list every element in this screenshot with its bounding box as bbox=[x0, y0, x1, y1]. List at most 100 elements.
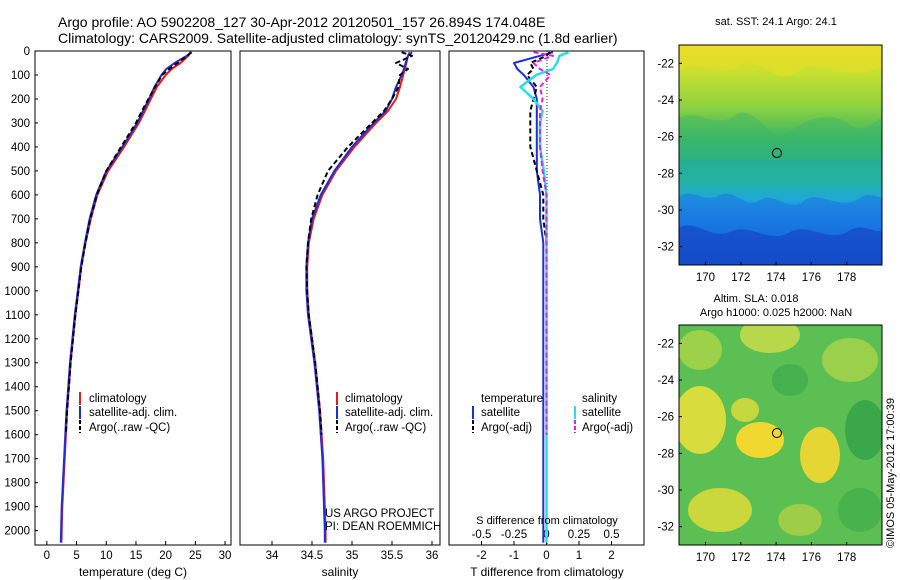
depth-tick-label: 1800 bbox=[4, 478, 30, 490]
temperature-series bbox=[59, 51, 193, 543]
project-annotation: US ARGO PROJECT bbox=[325, 508, 434, 520]
lat-tick-label: -24 bbox=[657, 375, 674, 387]
x-tick-label: 36 bbox=[426, 550, 439, 562]
depth-tick-label: 300 bbox=[11, 118, 30, 130]
lat-tick-label: -32 bbox=[657, 242, 674, 254]
depth-tick-label: 500 bbox=[11, 166, 30, 178]
legend-label-t-argo: Argo(-adj) bbox=[481, 422, 532, 434]
x-tick-label: -1 bbox=[509, 550, 519, 562]
salinity-panel: 34 34.5 35 35.5 36 salinity climatology sate… bbox=[239, 50, 441, 579]
credit-stamp: ©IMOS 05-May-2012 17:00:39 bbox=[885, 398, 897, 548]
lat-tick-label: -24 bbox=[657, 95, 674, 107]
sst-lon-tick-labels: 170 172 174 176 178 bbox=[696, 262, 856, 284]
depth-tick-label: 200 bbox=[11, 94, 30, 106]
lon-tick-label: 174 bbox=[766, 552, 786, 564]
salinity-axis-label: salinity bbox=[322, 565, 359, 579]
s-diff-tick-label: 0.5 bbox=[604, 529, 620, 541]
argo-float-marker bbox=[771, 428, 782, 439]
sla-map-title-1: Altim. SLA: 0.018 bbox=[714, 293, 799, 305]
depth-tick-label: 1700 bbox=[4, 454, 30, 466]
legend-label-argo: Argo(..raw -QC) bbox=[345, 422, 426, 434]
sst-map-title: sat. SST: 24.1 Argo: 24.1 bbox=[715, 16, 837, 28]
depth-tick-label: 600 bbox=[11, 190, 30, 202]
sla-map-frame bbox=[678, 324, 883, 546]
lon-tick-label: 176 bbox=[802, 552, 821, 564]
legend-title-salinity: salinity bbox=[582, 393, 617, 405]
depth-tick-label: 800 bbox=[11, 238, 30, 250]
legend-label-s-satellite: satellite bbox=[582, 407, 621, 419]
depth-tick-label: 1900 bbox=[4, 502, 30, 514]
series-line-argo-raw-qc- bbox=[64, 51, 192, 435]
sst-map-panel: sat. SST: 24.1 Argo: 24.1 170 172 174 176 17… bbox=[657, 16, 883, 284]
depth-tick-label: 0 bbox=[24, 46, 30, 58]
lon-tick-label: 172 bbox=[731, 272, 750, 284]
x-tick-label: 15 bbox=[130, 550, 143, 562]
s-difference-tick-labels: -0.5 -0.25 0 0.25 0.5 bbox=[472, 529, 620, 541]
sla-map-title-2: Argo h1000: 0.025 h2000: NaN bbox=[700, 307, 852, 319]
lon-tick-label: 170 bbox=[696, 552, 715, 564]
legend-label-s-argo: Argo(-adj) bbox=[582, 422, 633, 434]
legend-label-t-satellite: satellite bbox=[481, 407, 520, 419]
salinity-series bbox=[305, 51, 413, 543]
difference-series bbox=[513, 51, 570, 543]
sst-field bbox=[679, 45, 882, 265]
lon-tick-label: 176 bbox=[802, 272, 821, 284]
lon-tick-label: 170 bbox=[696, 272, 715, 284]
x-tick-label: -2 bbox=[476, 550, 486, 562]
depth-tick-label: 2000 bbox=[4, 526, 30, 538]
depth-tick-label: 100 bbox=[11, 70, 30, 82]
s-diff-tick-label: -0.5 bbox=[472, 529, 492, 541]
lat-tick-label: -28 bbox=[657, 448, 674, 460]
lat-tick-label: -30 bbox=[657, 485, 674, 497]
difference-legend: temperature satellite Argo(-adj) salinit… bbox=[472, 393, 633, 434]
header-line-1: Argo profile: AO 5902208_127 30-Apr-2012… bbox=[58, 14, 545, 30]
legend-label-satellite: satellite-adj. clim. bbox=[89, 407, 177, 419]
sla-lat-tick-labels: -22 -24 -26 -28 -30 -32 bbox=[657, 338, 682, 534]
depth-tick-label: 700 bbox=[11, 214, 30, 226]
s-diff-tick-label: 0.25 bbox=[568, 529, 590, 541]
lat-tick-label: -26 bbox=[657, 132, 674, 144]
x-tick-label: 2 bbox=[608, 550, 614, 562]
x-tick-label: 35.5 bbox=[381, 550, 403, 562]
argo-float-marker bbox=[771, 148, 782, 159]
lon-tick-label: 174 bbox=[766, 272, 786, 284]
depth-tick-label: 400 bbox=[11, 142, 30, 154]
pi-annotation: PI: DEAN ROEMMICH bbox=[325, 521, 441, 533]
depth-tick-label: 1500 bbox=[4, 406, 30, 418]
x-tick-label: 0 bbox=[543, 550, 549, 562]
depth-tick-label: 1100 bbox=[5, 310, 30, 322]
lat-tick-label: -30 bbox=[657, 205, 674, 217]
sst-lat-tick-labels: -22 -24 -26 -28 -30 -32 bbox=[657, 58, 682, 254]
lat-tick-label: -28 bbox=[657, 168, 674, 180]
salinity-plot-frame bbox=[239, 50, 441, 546]
temperature-axis-label: temperature (deg C) bbox=[79, 565, 187, 579]
x-tick-label: 10 bbox=[100, 550, 113, 562]
lon-tick-label: 172 bbox=[731, 552, 750, 564]
sla-lon-tick-labels: 170 172 174 176 178 bbox=[696, 542, 856, 564]
x-tick-label: 5 bbox=[73, 550, 79, 562]
x-tick-label: 0 bbox=[44, 550, 50, 562]
depth-tick-label: 1600 bbox=[4, 430, 30, 442]
depth-tick-label: 1000 bbox=[4, 286, 30, 298]
x-tick-label: 34 bbox=[266, 550, 279, 562]
lat-tick-label: -32 bbox=[657, 522, 674, 534]
depth-tick-label: 1400 bbox=[4, 382, 30, 394]
x-tick-label: 35 bbox=[346, 550, 359, 562]
sla-field bbox=[679, 325, 882, 545]
legend-label-argo: Argo(..raw -QC) bbox=[89, 422, 170, 434]
legend-label-climatology: climatology bbox=[89, 393, 147, 405]
salinity-legend: climatology satellite-adj. clim. Argo(..… bbox=[336, 392, 433, 434]
x-tick-label: 30 bbox=[219, 550, 232, 562]
lon-tick-label: 178 bbox=[837, 552, 856, 564]
x-tick-label: 20 bbox=[159, 550, 172, 562]
sla-map-panel: Altim. SLA: 0.018 Argo h1000: 0.025 h200… bbox=[657, 293, 883, 564]
lat-tick-label: -22 bbox=[657, 58, 674, 70]
sst-map-frame bbox=[678, 44, 883, 266]
series-line-temperature-satellite bbox=[513, 51, 554, 543]
s-diff-tick-label: -0.25 bbox=[501, 529, 527, 541]
x-tick-label: 25 bbox=[189, 550, 202, 562]
depth-tick-label: 1200 bbox=[4, 334, 30, 346]
legend-label-climatology: climatology bbox=[345, 393, 403, 405]
difference-panel: -2 -1 0 1 2 -0.5 -0.25 0 0.25 0.5 S difference f… bbox=[448, 50, 645, 579]
depth-tick-labels: 0 100 200 300 400 500 600 700 800 900 1000 1100 1200… bbox=[4, 46, 452, 538]
